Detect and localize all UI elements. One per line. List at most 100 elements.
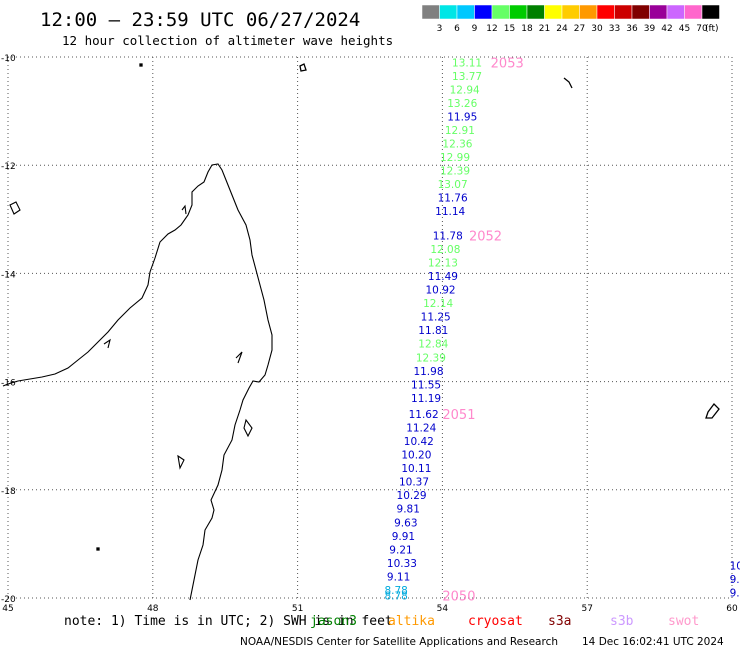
credit-line: NOAA/NESDIS Center for Satellite Applica… [240,636,558,648]
longitude-label: 60 [726,604,738,614]
satellite-legend: jason3 altika cryosat s3a s3b swot [310,614,699,629]
legend-tick-label: 12 [486,24,497,34]
latitude-label: -14 [1,270,16,280]
swh-value-label: 12.99 [440,152,470,164]
swh-value-label: 11.19 [411,393,441,405]
legend-unit: (ft) [705,24,719,34]
swh-value-label: 10.92 [426,285,456,297]
satellite-legend-entry: s3a [548,614,571,629]
legend-tick-label: 42 [661,24,672,34]
legend-swatch [474,4,493,20]
legend-tick-label: 21 [539,24,550,34]
pass-number-label: 2050 [442,589,475,604]
satellite-legend-entry: swot [668,614,699,629]
swh-value-label: 12.36 [442,139,472,151]
swh-value-label: 11.81 [418,325,448,337]
swh-value-label: 12.39 [440,166,470,178]
legend-tick-label: 30 [591,24,603,34]
pass-number-label: 2053 [491,56,524,71]
swh-value-label: 13.07 [438,179,468,191]
swh-value-label: 9.11 [387,571,410,583]
legend-tick-label: 18 [521,24,533,34]
pass-number-label: 2052 [469,230,502,245]
coastline-madagascar [2,163,273,601]
pass-number-label: 2051 [442,408,475,423]
legend-swatch [561,4,580,20]
footer-note: note: 1) Time is in UTC; 2) SWH is in fe… [64,614,393,629]
swh-value-label: 10.33 [387,558,417,570]
legend-swatch [421,4,440,20]
legend-tick-label: 36 [626,24,638,34]
legend-swatch [544,4,563,20]
longitude-label: 54 [437,604,449,614]
swh-value-label: 10 [730,561,740,573]
swh-value-label: 11.78 [433,231,463,243]
legend-tick-label: 9 [472,24,478,34]
swh-value-label: 13.11 [452,57,482,69]
swh-value-label: 12.84 [418,339,448,351]
longitude-label: 48 [147,604,159,614]
latitude-label: -12 [1,162,16,172]
swh-value-label: 13.26 [447,98,477,110]
latitude-label: -20 [1,595,16,605]
latitude-label: -18 [1,487,16,497]
legend-swatch [631,4,650,20]
legend-swatch [491,4,510,20]
swh-value-label: 11.55 [411,379,441,391]
legend-swatch [701,4,720,20]
legend-swatch [439,4,458,20]
legend-tick-label: 3 [437,24,443,34]
swh-value-label: 11.98 [413,366,443,378]
swh-value-label: 12.14 [423,298,453,310]
swh-value-label: 9.21 [389,544,412,556]
legend-tick-label: 45 [679,24,690,34]
generation-timestamp: 14 Dec 16:02:41 UTC 2024 [582,636,724,648]
swh-value-label: 12.13 [428,258,458,270]
satellite-legend-entry: cryosat [468,614,523,629]
swh-value-label: 11.95 [447,112,477,124]
legend-swatch [596,4,615,20]
satellite-legend-entry: altika [388,614,435,629]
swh-value-label: 11.62 [409,409,439,421]
legend-tick-label: 15 [504,24,515,34]
longitude-label: 57 [581,604,592,614]
legend-tick-label: 27 [574,24,585,34]
swh-value-label: 9. [730,588,740,600]
figure-subtitle: 12 hour collection of altimeter wave hei… [62,33,393,48]
swh-value-label: 11.24 [406,423,436,435]
swh-value-label: 11.25 [421,312,451,324]
figure-title: 12:00 – 23:59 UTC 06/27/2024 [40,9,360,31]
longitude-label: 51 [292,604,303,614]
legend-tick-label: 6 [454,24,460,34]
swh-value-label: 8.78 [384,585,407,597]
legend-tick-label: 70 [696,24,708,34]
swh-value-label: 10.11 [401,463,431,475]
swh-value-label: 9. [730,574,740,586]
swh-value-label: 10.20 [401,450,431,462]
legend-swatch [526,4,545,20]
legend-swatch [666,4,685,20]
swh-value-label: 10.42 [404,436,434,448]
longitude-label: 45 [2,604,13,614]
swh-value-label: 8.78 [384,590,407,602]
legend-swatch [456,4,475,20]
swh-value-label: 13.77 [452,71,482,83]
swh-value-label: 10.29 [397,490,427,502]
legend-tick-label: 33 [609,24,620,34]
legend-swatch [649,4,668,20]
satellite-legend-entry: s3b [610,614,634,629]
legend-swatch [684,4,703,20]
swh-value-label: 12.94 [450,84,480,96]
swh-value-label: 12.91 [445,125,475,137]
legend-swatch [614,4,633,20]
satellite-legend-entry: jason3 [310,614,357,629]
swh-value-label: 11.14 [435,206,465,218]
swh-value-label: 12.08 [430,244,460,256]
swh-value-label: 9.91 [392,531,415,543]
swh-value-label: 9.63 [394,517,417,529]
map-grid [7,56,733,599]
